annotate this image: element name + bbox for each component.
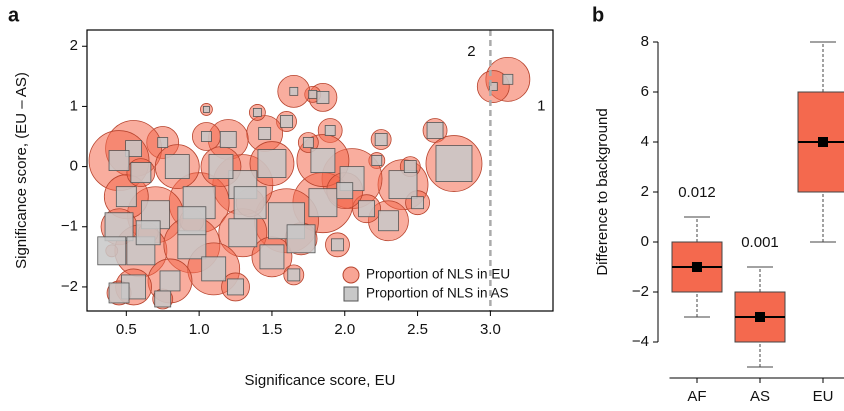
square-marker — [177, 230, 207, 260]
y-tick-label: 6 — [641, 83, 649, 100]
plot-frame — [86, 29, 554, 312]
square-marker — [208, 154, 234, 179]
y-tick-label: 8 — [641, 33, 649, 50]
y-tick-label: 0 — [641, 233, 649, 250]
square-marker — [358, 200, 376, 218]
square-marker — [371, 155, 383, 166]
square-marker — [374, 133, 388, 146]
square-marker — [233, 186, 267, 220]
legend-marker — [343, 286, 359, 302]
square-marker — [227, 278, 244, 296]
square-marker — [135, 220, 161, 246]
square-marker — [125, 140, 142, 157]
square-marker — [157, 137, 169, 148]
square-marker — [287, 268, 301, 282]
square-marker — [154, 290, 172, 308]
annotation: 1 — [537, 97, 545, 114]
square-marker — [108, 282, 130, 304]
square-marker — [201, 131, 212, 142]
x-tick-label: EU — [813, 388, 834, 405]
y-tick-label: 2 — [641, 183, 649, 200]
square-marker — [203, 106, 210, 113]
mean-marker — [755, 312, 765, 322]
square-marker — [310, 148, 336, 173]
square-marker — [115, 186, 137, 208]
square-marker — [97, 236, 127, 266]
square-marker — [219, 131, 237, 148]
square-marker — [336, 182, 354, 200]
square-marker — [403, 160, 417, 173]
y-tick-label: −2 — [632, 283, 649, 300]
panel-label: b — [592, 4, 604, 26]
x-tick-label: 2.5 — [407, 321, 428, 338]
y-tick-label: 0 — [70, 158, 78, 175]
legend-marker — [342, 266, 360, 284]
panel-label: a — [8, 4, 20, 26]
annotation: 2 — [467, 43, 475, 60]
square-marker — [286, 224, 316, 254]
mean-marker — [692, 262, 702, 272]
y-tick-label: 4 — [641, 133, 649, 150]
square-marker — [130, 162, 152, 184]
x-tick-label: AF — [687, 388, 706, 405]
mean-marker — [818, 137, 828, 147]
square-marker — [104, 212, 134, 242]
square-marker — [426, 122, 444, 139]
square-marker — [488, 82, 498, 91]
square-marker — [257, 149, 287, 178]
square-marker — [502, 73, 514, 85]
square-marker — [164, 154, 190, 179]
p-value: 0.001 — [741, 234, 779, 251]
square-marker — [177, 206, 207, 236]
square-marker — [289, 86, 299, 96]
square-marker — [308, 188, 338, 218]
y-axis-label: Significance score, (EU – AS) — [13, 72, 30, 269]
square-marker — [331, 238, 344, 252]
y-tick-label: −2 — [61, 278, 78, 295]
square-marker — [316, 90, 330, 104]
square-marker — [308, 89, 318, 99]
square-marker — [435, 145, 473, 182]
legend-label: Proportion of NLS in AS — [366, 286, 509, 301]
p-value: 0.012 — [678, 184, 716, 201]
square-marker — [302, 137, 314, 148]
x-axis-label: Significance score, EU — [245, 372, 396, 389]
y-tick-label: 1 — [70, 97, 78, 114]
square-marker — [252, 108, 262, 117]
x-tick-label: 0.5 — [116, 321, 137, 338]
square-marker — [108, 150, 130, 171]
square-marker — [259, 244, 285, 270]
square-marker — [228, 218, 258, 248]
y-tick-label: −4 — [632, 333, 649, 350]
x-tick-label: AS — [750, 388, 770, 405]
square-marker — [280, 115, 293, 128]
square-marker — [258, 127, 272, 140]
x-tick-label: 3.0 — [480, 321, 501, 338]
plot-area — [88, 56, 531, 310]
y-axis-label: Difference to background — [594, 108, 611, 275]
legend-label: Proportion of NLS in EU — [366, 267, 510, 282]
y-tick-label: −1 — [61, 218, 78, 235]
square-marker — [388, 170, 418, 200]
x-tick-label: 2.0 — [334, 321, 355, 338]
square-marker — [378, 210, 399, 232]
square-marker — [159, 270, 181, 292]
y-tick-label: 2 — [70, 37, 78, 54]
square-marker — [411, 196, 424, 210]
square-marker — [324, 125, 336, 136]
square-marker — [201, 256, 227, 282]
x-tick-label: 1.5 — [262, 321, 283, 338]
x-tick-label: 1.0 — [189, 321, 210, 338]
